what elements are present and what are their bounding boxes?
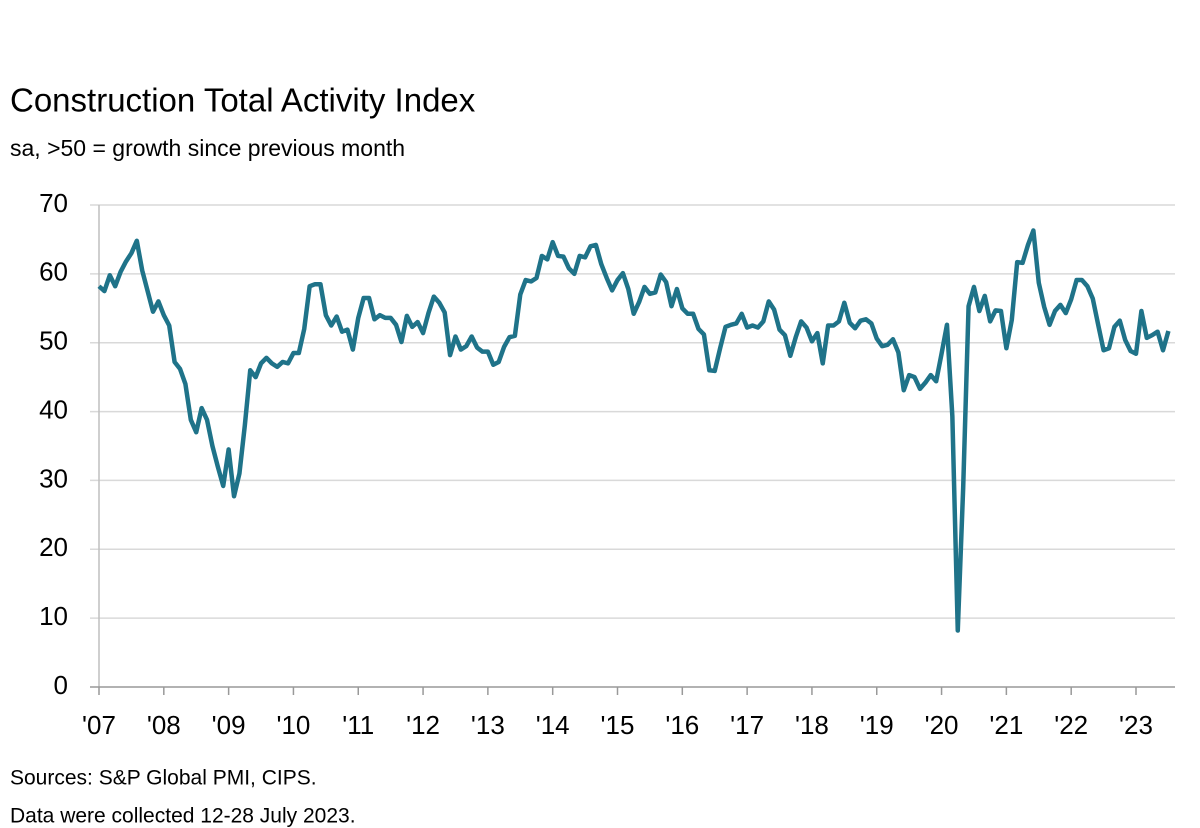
x-tick-label: '11 bbox=[342, 710, 374, 740]
x-tick-label: '12 bbox=[406, 710, 440, 740]
x-tick-label: '07 bbox=[82, 710, 116, 740]
x-tick-label: '14 bbox=[536, 710, 570, 740]
y-tick-label: 70 bbox=[39, 188, 68, 218]
chart-title: Construction Total Activity Index bbox=[10, 82, 476, 119]
x-tick-label: '10 bbox=[276, 710, 310, 740]
x-tick-label: '13 bbox=[471, 710, 505, 740]
collection-note: Data were collected 12-28 July 2023. bbox=[10, 805, 356, 828]
chart-subtitle: sa, >50 = growth since previous month bbox=[10, 135, 405, 161]
x-tick-label: '21 bbox=[989, 710, 1023, 740]
x-tick-label: '16 bbox=[665, 710, 699, 740]
y-tick-label: 20 bbox=[39, 532, 68, 562]
y-tick-label: 0 bbox=[54, 670, 68, 700]
x-tick-label: '09 bbox=[212, 710, 246, 740]
y-tick-label: 40 bbox=[39, 394, 68, 424]
x-tick-label: '08 bbox=[147, 710, 181, 740]
x-tick-label: '17 bbox=[730, 710, 764, 740]
y-tick-label: 30 bbox=[39, 463, 68, 493]
source-note: Sources: S&P Global PMI, CIPS. bbox=[10, 767, 317, 790]
x-tick-label: '23 bbox=[1119, 710, 1153, 740]
x-tick-label: '20 bbox=[925, 710, 959, 740]
y-tick-label: 10 bbox=[39, 601, 68, 631]
y-tick-label: 60 bbox=[39, 257, 68, 287]
x-tick-label: '22 bbox=[1054, 710, 1088, 740]
x-tick-label: '15 bbox=[601, 710, 635, 740]
x-tick-label: '18 bbox=[795, 710, 829, 740]
y-tick-label: 50 bbox=[39, 326, 68, 356]
index-line bbox=[97, 228, 1171, 633]
x-tick-label: '19 bbox=[860, 710, 894, 740]
